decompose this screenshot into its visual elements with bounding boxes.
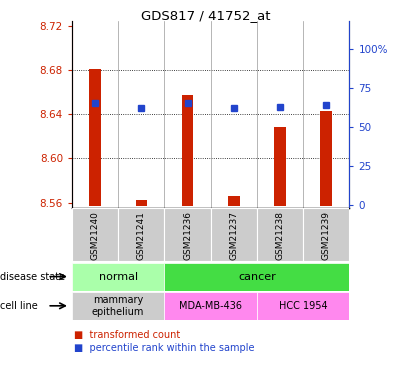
Text: GSM21236: GSM21236 [183, 211, 192, 260]
Bar [211, 208, 257, 261]
Text: HCC 1954: HCC 1954 [279, 301, 328, 311]
Text: mammary
epithelium: mammary epithelium [92, 295, 144, 316]
Text: MDA-MB-436: MDA-MB-436 [179, 301, 242, 311]
Bar [164, 208, 211, 261]
Bar [118, 208, 164, 261]
Text: disease state: disease state [0, 272, 65, 282]
Text: GDS817 / 41752_at: GDS817 / 41752_at [141, 9, 270, 22]
Bar [89, 69, 101, 206]
Bar [164, 292, 257, 320]
Bar [257, 292, 349, 320]
Text: GSM21239: GSM21239 [322, 211, 331, 260]
Bar [303, 208, 349, 261]
Bar [321, 111, 332, 206]
Text: GSM21241: GSM21241 [137, 211, 146, 260]
Text: GSM21240: GSM21240 [90, 211, 99, 260]
Bar [164, 262, 349, 291]
Bar [228, 196, 240, 206]
Bar [274, 126, 286, 206]
Bar [257, 208, 303, 261]
Text: ■  transformed count: ■ transformed count [74, 330, 180, 340]
Bar [72, 208, 118, 261]
Bar [136, 200, 147, 206]
Bar [182, 94, 193, 206]
Text: ■  percentile rank within the sample: ■ percentile rank within the sample [74, 343, 254, 353]
Text: cancer: cancer [238, 272, 276, 282]
Text: normal: normal [99, 272, 138, 282]
Text: GSM21237: GSM21237 [229, 211, 238, 260]
Bar [72, 292, 164, 320]
Text: GSM21238: GSM21238 [275, 211, 284, 260]
Bar [72, 262, 164, 291]
Text: cell line: cell line [0, 301, 38, 311]
